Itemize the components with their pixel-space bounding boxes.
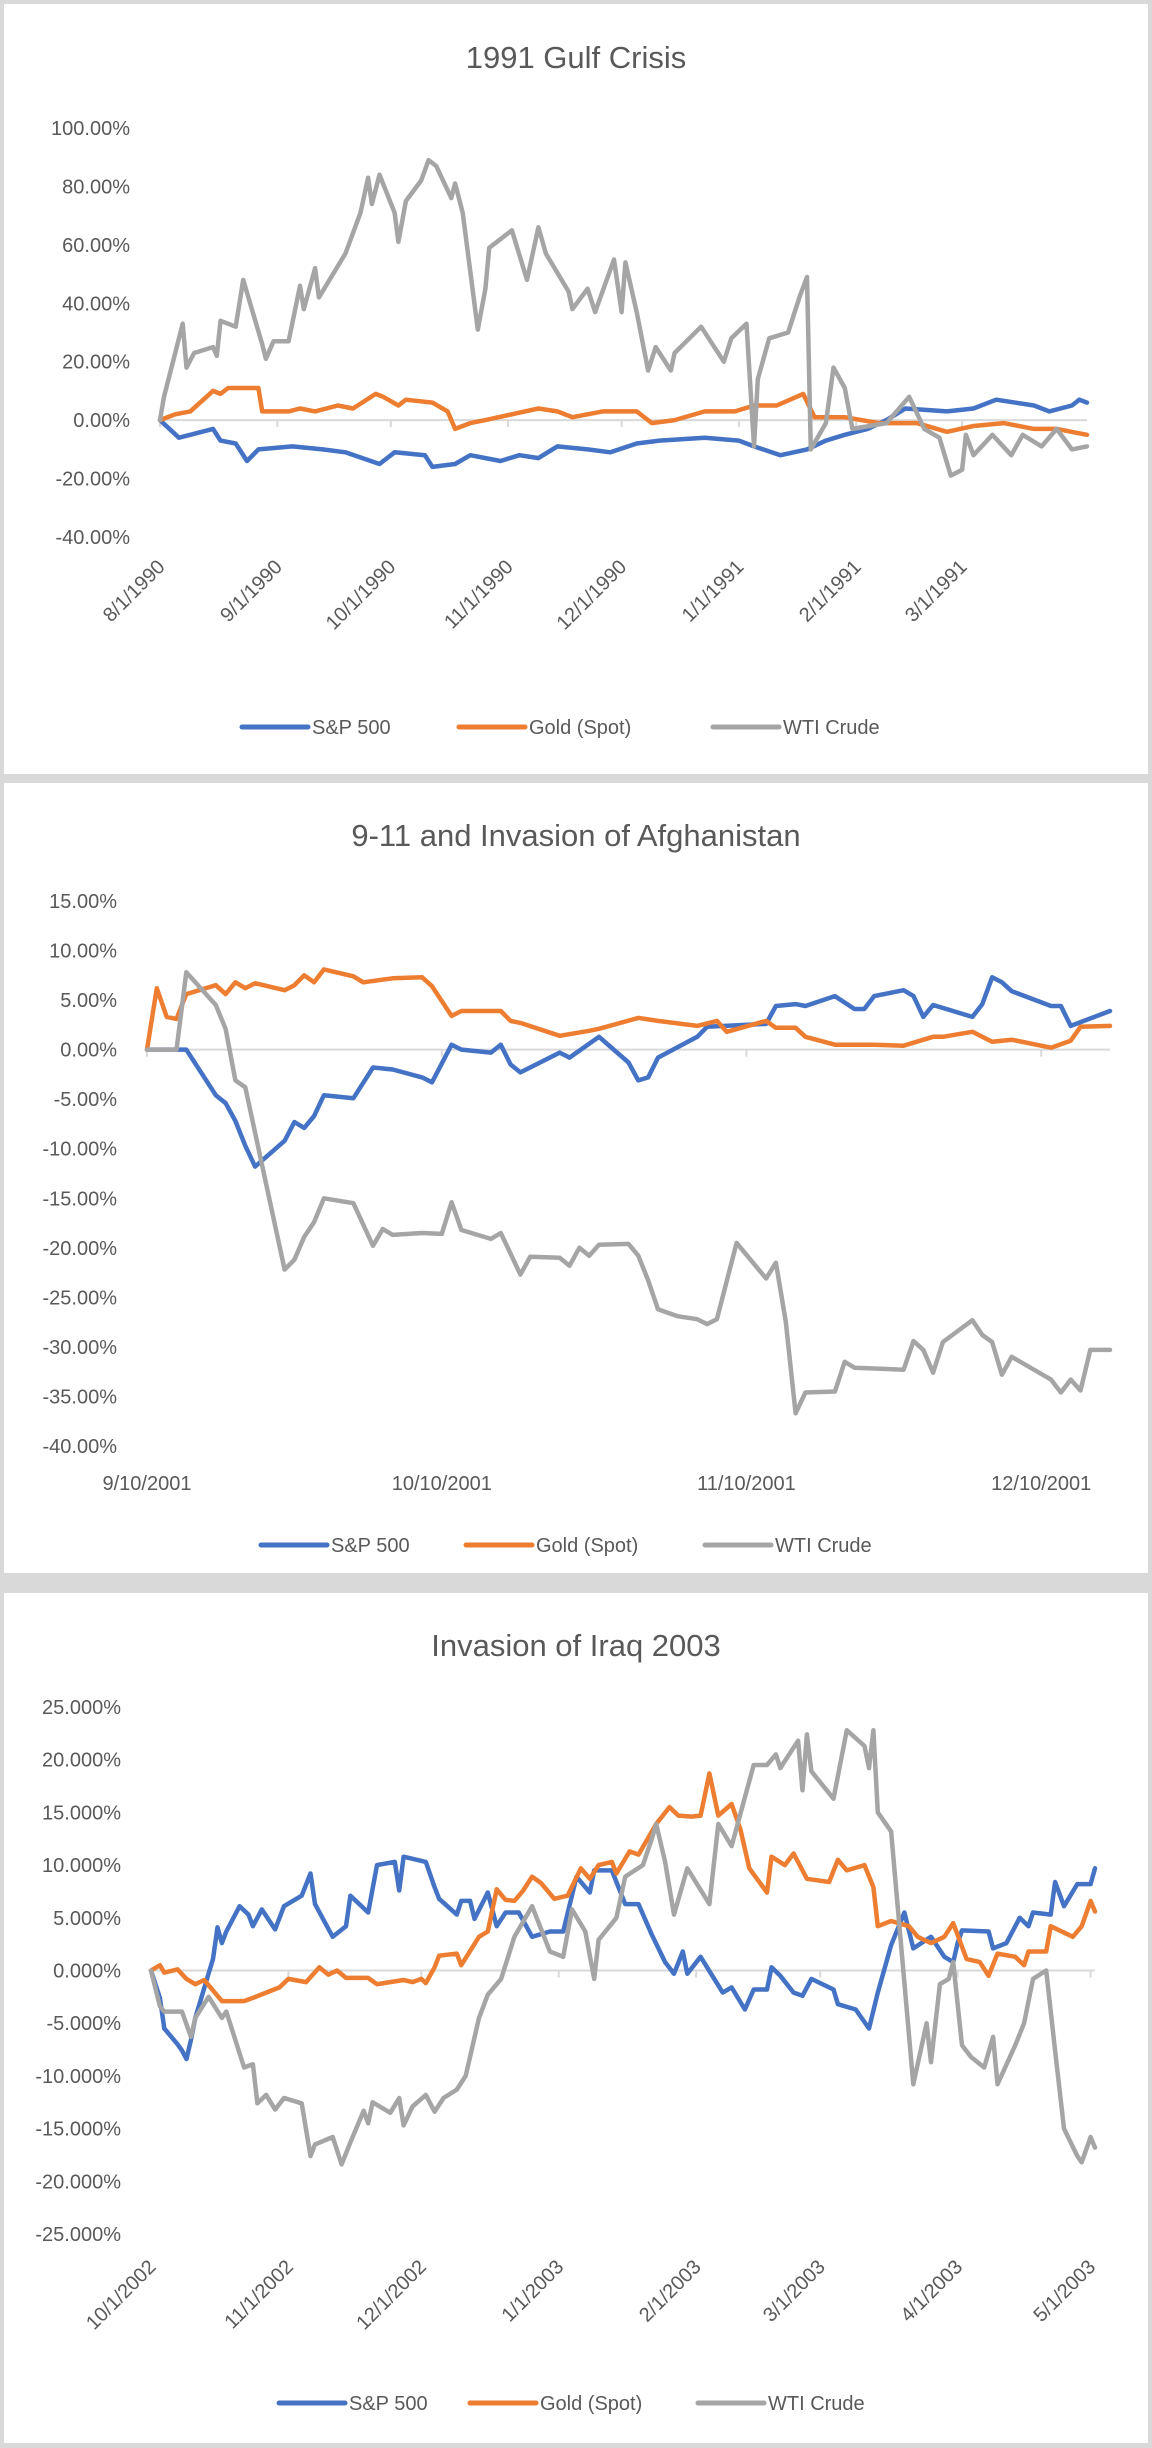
chart-title: 9-11 and Invasion of Afghanistan	[351, 818, 800, 853]
legend-item: WTI Crude	[710, 717, 880, 739]
y-tick-label: -35.00%	[43, 1386, 118, 1408]
series-line-s-p-500	[157, 397, 1090, 470]
y-tick-label: -15.00%	[43, 1188, 118, 1210]
series-line-gold-spot	[144, 967, 1113, 1052]
legend-item: WTI Crude	[695, 2393, 865, 2415]
series-line-gold-spot	[157, 385, 1090, 438]
y-tick-label: 0.000%	[53, 1961, 121, 1983]
legend-item: S&P 500	[258, 1535, 410, 1557]
chart-title: Invasion of Iraq 2003	[431, 1628, 721, 1663]
legend-label: Gold (Spot)	[536, 1535, 638, 1557]
legend-label: S&P 500	[331, 1535, 410, 1557]
chart-panel	[2, 2, 1150, 776]
y-tick-label: 15.000%	[42, 1802, 121, 1824]
y-tick-label: 60.00%	[62, 235, 130, 257]
y-tick-label: 5.00%	[60, 990, 117, 1012]
chart-panel	[2, 1591, 1150, 2445]
legend-label: WTI Crude	[775, 1535, 872, 1557]
y-tick-label: 15.00%	[49, 891, 117, 913]
series-line-wti-crude	[148, 1727, 1098, 2167]
legend-item: Gold (Spot)	[456, 717, 631, 739]
series-line-wti-crude	[144, 970, 1113, 1416]
legend-label: Gold (Spot)	[540, 2393, 642, 2415]
chart-1: 1991 Gulf Crisis 100.00% 80.00% 60.00% 40.00…	[2, 2, 1150, 776]
y-tick-label: 10.000%	[42, 1855, 121, 1877]
y-tick-label: 10.00%	[49, 941, 117, 963]
legend-label: WTI Crude	[768, 2393, 865, 2415]
chart-panel	[2, 781, 1150, 1575]
legend-item: Gold (Spot)	[463, 1535, 638, 1557]
x-tick-label: 9/10/2001	[103, 1473, 192, 1495]
y-tick-label: -25.000%	[35, 2224, 121, 2246]
y-tick-label: -10.000%	[35, 2066, 121, 2088]
y-tick-label: 20.00%	[62, 352, 130, 374]
y-tick-label: 80.00%	[62, 176, 130, 198]
chart-title: 1991 Gulf Crisis	[466, 40, 687, 75]
legend-label: S&P 500	[312, 717, 391, 739]
y-tick-label: -30.00%	[43, 1337, 118, 1359]
y-tick-label: -5.000%	[47, 2013, 122, 2035]
y-tick-label: -10.00%	[43, 1139, 118, 1161]
legend-item: Gold (Spot)	[467, 2393, 642, 2415]
legend-item: S&P 500	[276, 2393, 428, 2415]
y-tick-label: -25.00%	[43, 1287, 118, 1309]
x-tick-label: 12/10/2001	[991, 1473, 1091, 1495]
legend-label: Gold (Spot)	[529, 717, 631, 739]
y-tick-label: -20.00%	[43, 1238, 118, 1260]
y-tick-label: -20.000%	[35, 2171, 121, 2193]
legend-item: WTI Crude	[702, 1535, 872, 1557]
legend-label: S&P 500	[349, 2393, 428, 2415]
legend-label: WTI Crude	[783, 717, 880, 739]
series-line-wti-crude	[157, 157, 1090, 478]
y-tick-label: 5.000%	[53, 1908, 121, 1930]
y-tick-label: -5.00%	[54, 1089, 118, 1111]
y-tick-label: 25.000%	[42, 1697, 121, 1719]
y-tick-label: -40.00%	[56, 527, 131, 549]
chart-2: 9-11 and Invasion of Afghanistan 15.00% 10…	[2, 781, 1150, 1575]
y-tick-label: 0.00%	[73, 410, 130, 432]
x-tick-label: 11/10/2001	[697, 1473, 796, 1495]
y-tick-label: 100.00%	[51, 118, 130, 140]
legend-item: S&P 500	[239, 717, 391, 739]
x-tick-label: 10/10/2001	[392, 1473, 492, 1495]
y-tick-label: 40.00%	[62, 293, 130, 315]
y-tick-label: -15.000%	[35, 2119, 121, 2141]
series-line-gold-spot	[148, 1771, 1098, 2004]
series-line-s-p-500	[144, 975, 1113, 1169]
y-tick-label: -40.00%	[43, 1436, 118, 1458]
y-tick-label: 0.00%	[60, 1040, 117, 1062]
y-tick-label: 20.000%	[42, 1750, 121, 1772]
chart-3: Invasion of Iraq 2003 25.000% 20.000% 15.00…	[2, 1591, 1150, 2445]
y-tick-label: -20.00%	[56, 469, 131, 491]
